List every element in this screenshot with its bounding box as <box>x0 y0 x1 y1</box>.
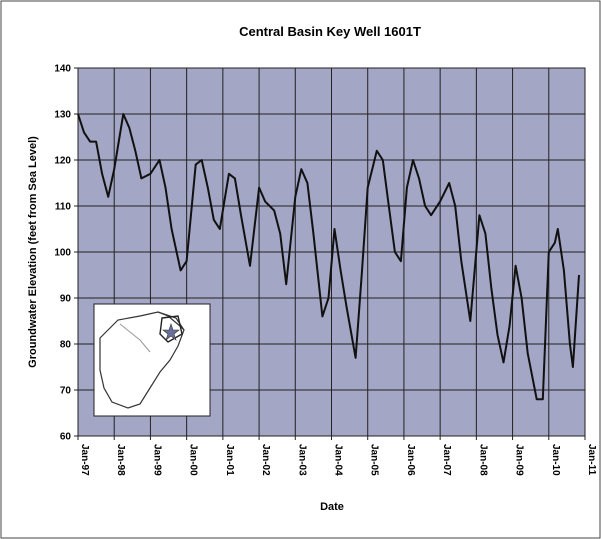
y-tick-label: 100 <box>54 248 71 259</box>
x-tick-label: Jan-04 <box>333 444 344 476</box>
inset-basin <box>99 311 185 409</box>
y-tick-label: 80 <box>60 340 72 351</box>
y-axis-title: Groundwater Elevation (feet from Sea Lev… <box>27 136 39 368</box>
x-tick-label: Jan-98 <box>115 444 126 476</box>
inset-star <box>162 323 180 341</box>
inset-frame <box>93 303 211 417</box>
x-tick-label: Jan-07 <box>441 444 452 476</box>
x-tick-label: Jan-99 <box>151 444 162 476</box>
x-tick-label: Jan-01 <box>224 444 235 476</box>
y-tick-label: 60 <box>60 432 72 443</box>
y-tick-label: 130 <box>54 110 71 121</box>
line <box>77 113 580 401</box>
y-tick-label: 110 <box>55 202 72 213</box>
x-tick-label: Jan-00 <box>188 444 199 476</box>
y-tick-label: 70 <box>60 386 72 397</box>
x-tick-label: Jan-11 <box>586 444 597 476</box>
y-tick-label: 90 <box>60 294 72 305</box>
x-tick-label: Jan-06 <box>405 444 416 476</box>
inset-edge <box>157 311 185 331</box>
y-tick-label: 120 <box>54 156 71 167</box>
inset-road <box>119 323 151 353</box>
chart-title: Central Basin Key Well 1601T <box>239 24 421 39</box>
x-tick-label: Jan-05 <box>369 444 380 476</box>
x-tick-label: Jan-10 <box>550 444 561 476</box>
x-tick-label: Jan-02 <box>260 444 271 476</box>
y-tick-label: 140 <box>54 64 71 75</box>
inset-map <box>93 303 211 417</box>
x-axis-title: Date <box>320 501 344 513</box>
x-tick-label: Jan-08 <box>477 444 488 476</box>
x-tick-label: Jan-09 <box>514 444 525 476</box>
x-tick-label: Jan-03 <box>296 444 307 476</box>
x-tick-label: Jan-97 <box>79 444 90 476</box>
